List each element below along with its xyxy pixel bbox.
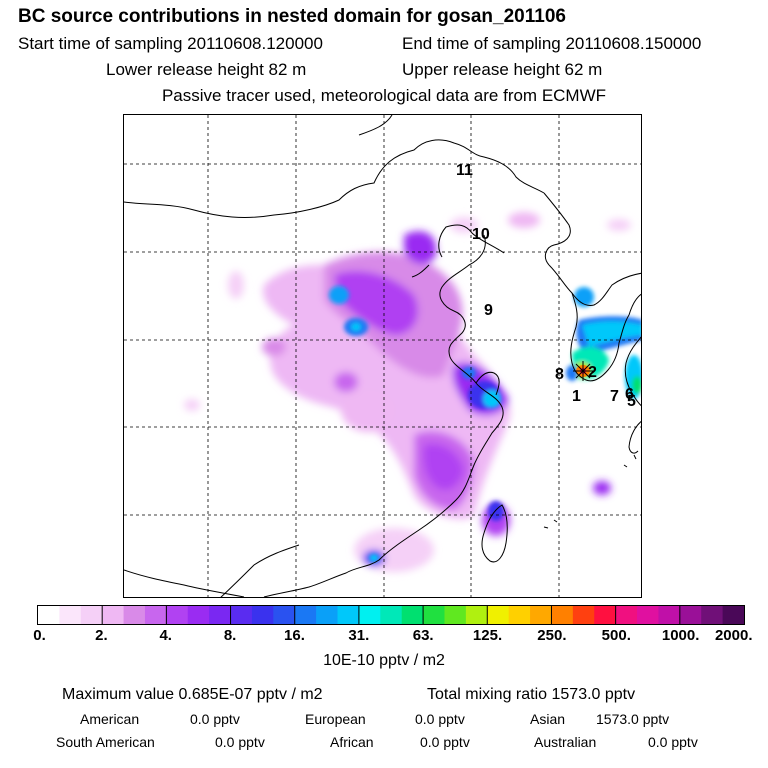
colorbar-swatches — [38, 606, 744, 624]
colorbar-tick-label: 250. — [537, 627, 567, 644]
colorbar-tick-label: 125. — [472, 627, 503, 644]
colorbar-tick-label: 31. — [348, 627, 370, 644]
colorbar-ticks: 0. 2. 4. 8. 16. 31. 63. 125. 250. 500. 1000. 2000. — [0, 627, 768, 649]
colorbar-swatch — [658, 606, 681, 624]
colorbar-swatch — [59, 606, 82, 624]
region-name-australian: Australian — [534, 734, 597, 750]
colorbar-swatch — [80, 606, 103, 624]
colorbar-swatch — [123, 606, 146, 624]
colorbar-tick-label: 63. — [412, 627, 434, 644]
max-value-label: Maximum value 0.685E-07 pptv / m2 — [62, 686, 323, 703]
colorbar-swatch — [637, 606, 659, 624]
region-value-australian: 0.0 pptv — [648, 734, 698, 750]
colorbar-swatch — [358, 606, 381, 624]
region-name-asian: Asian — [530, 711, 566, 727]
tracer-note: Passive tracer used, meteorological data… — [161, 86, 607, 105]
marker-7: 7 — [610, 388, 619, 405]
colorbar — [37, 605, 745, 625]
region-name-american: American — [80, 711, 140, 727]
marker-9: 9 — [484, 302, 493, 319]
colorbar-swatch — [487, 606, 510, 624]
colorbar-swatch — [294, 606, 317, 624]
colorbar-swatch — [230, 606, 253, 624]
region-value-american: 0.0 pptv — [190, 711, 240, 727]
colorbar-swatch — [380, 606, 403, 624]
colorbar-tick-label: 16. — [284, 627, 305, 644]
colorbar-swatch — [572, 606, 595, 624]
colorbar-swatch — [209, 606, 232, 624]
marker-10: 10 — [472, 226, 490, 243]
colorbar-swatch — [423, 606, 445, 624]
colorbar-swatch — [530, 606, 552, 624]
receptor-marker — [573, 361, 593, 381]
colorbar-swatch — [465, 606, 488, 624]
colorbar-swatch — [251, 606, 274, 624]
concentration-field — [184, 212, 631, 572]
colorbar-swatch — [337, 606, 360, 624]
colorbar-swatch — [187, 606, 210, 624]
colorbar-swatch — [594, 606, 617, 624]
colorbar-tick-label: 2. — [95, 627, 108, 644]
colorbar-swatch — [273, 606, 296, 624]
region-value-asian: 1573.0 pptv — [596, 711, 670, 727]
region-name-european: European — [305, 711, 366, 727]
upper-release-label: Upper release height 62 m — [402, 60, 603, 79]
colorbar-swatch — [444, 606, 467, 624]
region-name-south-american: South American — [56, 734, 155, 750]
region-value-african: 0.0 pptv — [420, 734, 470, 750]
colorbar-swatch — [722, 606, 744, 624]
total-mixing-label: Total mixing ratio 1573.0 pptv — [427, 686, 636, 703]
plot-title: BC source contributions in nested domain… — [18, 6, 566, 27]
end-time-label: End time of sampling 20110608.150000 — [402, 34, 702, 53]
colorbar-tick-label: 8. — [223, 627, 237, 644]
map-svg: 11 10 9 8 2 1 7 6 5 — [124, 115, 641, 597]
colorbar-tick-label: 2000. — [714, 627, 753, 644]
colorbar-swatch — [38, 606, 60, 624]
colorbar-swatch — [615, 606, 638, 624]
colorbar-swatch — [401, 606, 424, 624]
colorbar-tick-label: 500. — [601, 627, 631, 644]
colorbar-tick-label: 4. — [159, 627, 172, 644]
colorbar-swatch — [679, 606, 702, 624]
marker-8: 8 — [555, 366, 564, 383]
graticule — [124, 115, 641, 597]
colorbar-swatch — [316, 606, 339, 624]
marker-11: 11 — [456, 162, 473, 179]
colorbar-swatch — [508, 606, 531, 624]
colorbar-swatch — [166, 606, 189, 624]
map-panel: 11 10 9 8 2 1 7 6 5 — [123, 114, 642, 598]
colorbar-swatch — [551, 606, 574, 624]
coastlines — [124, 115, 641, 597]
start-time-label: Start time of sampling 20110608.120000 — [18, 34, 323, 53]
marker-6: 6 — [625, 386, 634, 403]
marker-2: 2 — [588, 364, 597, 381]
colorbar-unit-label: 10E-10 pptv / m2 — [323, 652, 445, 669]
region-name-african: African — [330, 734, 374, 750]
lower-release-label: Lower release height 82 m — [106, 60, 307, 79]
marker-1: 1 — [572, 388, 581, 405]
colorbar-tick-label: 0. — [33, 627, 46, 644]
colorbar-swatch — [102, 606, 125, 624]
colorbar-swatch — [144, 606, 167, 624]
region-value-european: 0.0 pptv — [415, 711, 465, 727]
colorbar-tick-label: 1000. — [661, 627, 700, 644]
marker-5: 5 — [627, 393, 636, 410]
colorbar-swatch — [701, 606, 724, 624]
region-value-south-american: 0.0 pptv — [215, 734, 265, 750]
